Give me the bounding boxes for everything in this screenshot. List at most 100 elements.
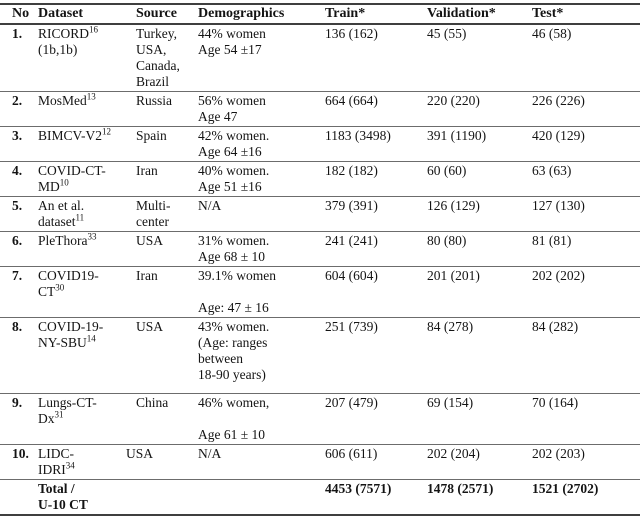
dataset-name-line: RICORD16 — [38, 24, 99, 41]
cell-source: Russia — [136, 92, 198, 127]
dataset-name-line: BIMCV-V212 — [38, 126, 112, 143]
source-line: China — [136, 395, 169, 410]
table-row: 5. An et al. dataset11 Multi-center N/A 379 (… — [0, 197, 640, 232]
cell-dataset: An et al. dataset11 — [38, 197, 136, 232]
dataset-name-line: dataset11 — [38, 212, 85, 229]
cell-dataset: BIMCV-V212 — [38, 127, 136, 162]
reference-superscript: 11 — [75, 212, 85, 223]
table-row: 10. LIDC- IDRI34 USA N/A 606 (611) 202 (204) 20… — [0, 445, 640, 480]
cell-demographics: 40% women. Age 51 ±16 — [198, 162, 325, 197]
cell-test-total: 1521 (2702) — [532, 481, 599, 496]
cell-test: 226 (226) — [532, 93, 585, 108]
cell-test: 420 (129) — [532, 128, 585, 143]
dataset-name-line: IDRI34 — [38, 460, 75, 477]
cell-test: 46 (58) — [532, 26, 572, 41]
cell-validation: 84 (278) — [427, 319, 474, 334]
dataset-name-line: COVID-CT- — [38, 163, 106, 178]
source-line: Russia — [136, 93, 173, 108]
total-label-line: U-10 CT — [38, 497, 88, 512]
cell-validation: 80 (80) — [427, 233, 467, 248]
cell-train: 241 (241) — [325, 233, 378, 248]
cell-dataset: COVID19- CT30 — [38, 267, 136, 318]
demographics-line: Age 68 ± 10 — [198, 249, 266, 264]
table-row: 4. COVID-CT- MD10 Iran 40% women. Age 51 ±16 1… — [0, 162, 640, 197]
reference-superscript: 14 — [86, 333, 96, 344]
dataset-name-line: COVID19- — [38, 268, 99, 283]
cell-source: Iran — [136, 267, 198, 318]
source-line: center — [136, 214, 169, 229]
cell-demographics: 31% women. Age 68 ± 10 — [198, 232, 325, 267]
cell-source: USA — [136, 318, 198, 394]
col-header-dataset: Dataset — [38, 6, 84, 21]
reference-superscript: 13 — [86, 91, 96, 102]
demographics-line: (Age: ranges — [198, 335, 268, 350]
demographics-line: N/A — [198, 446, 222, 461]
demographics-line: 40% women. — [198, 163, 270, 178]
cell-no: 8. — [12, 319, 23, 334]
table-row: 2. MosMed13 Russia 56% women Age 47 664 (664)… — [0, 92, 640, 127]
cell-validation: 126 (129) — [427, 198, 480, 213]
header-row: No Dataset Source Demographics Train* Va… — [0, 4, 640, 24]
cell-train: 207 (479) — [325, 395, 378, 410]
demographics-line: Age 64 ±16 — [198, 144, 262, 159]
source-line: Spain — [136, 128, 167, 143]
col-header-test: Test* — [532, 6, 564, 21]
cell-demographics: N/A — [198, 197, 325, 232]
cell-validation: 69 (154) — [427, 395, 474, 410]
cell-dataset: MosMed13 — [38, 92, 136, 127]
cell-source: USA — [126, 445, 198, 480]
cell-dataset: COVID-19- NY-SBU14 — [38, 318, 136, 394]
dataset-name-line: (1b,1b) — [38, 42, 78, 57]
table-row: 9. Lungs-CT- Dx31 China 46% women, Age 61 ± … — [0, 394, 640, 445]
source-line: USA — [136, 233, 164, 248]
cell-source: China — [136, 394, 198, 445]
table-row: 7. COVID19- CT30 Iran 39.1% women Age: 47 ± … — [0, 267, 640, 318]
demographics-line: 18-90 years) — [198, 367, 266, 382]
cell-test: 127 (130) — [532, 198, 585, 213]
demographics-line: Age 61 ± 10 — [198, 427, 266, 442]
source-line: USA, — [136, 42, 167, 57]
cell-train: 182 (182) — [325, 163, 378, 178]
cell-train-total: 4453 (7571) — [325, 481, 392, 496]
cell-validation-total: 1478 (2571) — [427, 481, 494, 496]
cell-source: Spain — [136, 127, 198, 162]
dataset-name-line: CT30 — [38, 282, 65, 299]
cell-test: 84 (282) — [532, 319, 579, 334]
reference-superscript: 33 — [87, 231, 97, 242]
cell-demographics — [198, 480, 325, 516]
dataset-name-line: LIDC- — [38, 446, 74, 461]
cell-demographics: 39.1% women Age: 47 ± 16 — [198, 267, 325, 318]
total-label-line: Total / — [38, 481, 75, 496]
table-row: 3. BIMCV-V212 Spain 42% women. Age 64 ±16 118… — [0, 127, 640, 162]
demographics-line: 39.1% women — [198, 268, 276, 283]
reference-superscript: 34 — [65, 460, 75, 471]
cell-source: USA — [136, 232, 198, 267]
cell-test: 63 (63) — [532, 163, 572, 178]
demographics-line: N/A — [198, 198, 222, 213]
table-row: 1. RICORD16 (1b,1b) Turkey, USA, Canada, Brazi… — [0, 24, 640, 92]
dataset-name-line: Lungs-CT- — [38, 395, 97, 410]
dataset-name-line: MD10 — [38, 177, 69, 194]
cell-no: 3. — [12, 128, 23, 143]
reference-superscript: 30 — [55, 282, 65, 293]
cell-no: 9. — [12, 395, 23, 410]
cell-no: 2. — [12, 93, 23, 108]
cell-validation: 202 (204) — [427, 446, 480, 461]
source-line: Turkey, — [136, 26, 178, 41]
cell-demographics: 42% women. Age 64 ±16 — [198, 127, 325, 162]
cell-test: 70 (164) — [532, 395, 579, 410]
cell-demographics: 46% women, Age 61 ± 10 — [198, 394, 325, 445]
cell-train: 606 (611) — [325, 446, 378, 461]
cell-no: 6. — [12, 233, 23, 248]
cell-no: 10. — [12, 446, 29, 461]
demographics-line: 56% women — [198, 93, 266, 108]
col-header-validation: Validation* — [427, 6, 496, 21]
demographics-line: Age 51 ±16 — [198, 179, 262, 194]
cell-test: 202 (202) — [532, 268, 585, 283]
reference-superscript: 10 — [59, 177, 69, 188]
col-header-source: Source — [136, 6, 177, 21]
cell-demographics: N/A — [198, 445, 325, 480]
demographics-line: 43% women. — [198, 319, 270, 334]
cell-no: 7. — [12, 268, 23, 283]
cell-no: 5. — [12, 198, 23, 213]
